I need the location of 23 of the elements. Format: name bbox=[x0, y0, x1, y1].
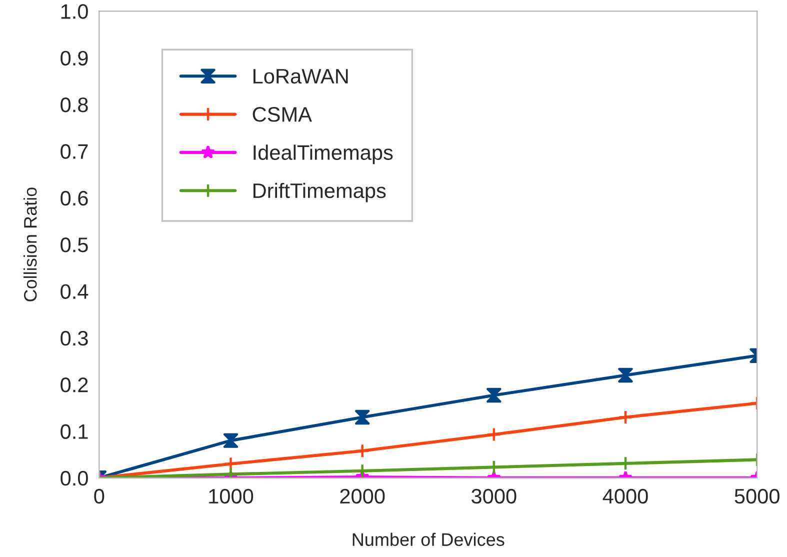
y-tick-label: 0.2 bbox=[60, 378, 88, 392]
x-tick-label: 4000 bbox=[602, 488, 648, 504]
x-tick-label: 1000 bbox=[209, 488, 254, 504]
y-axis-title: Collision Ratio bbox=[24, 188, 37, 302]
x-tick-label: 3000 bbox=[472, 488, 516, 504]
y-tick-label: 0.6 bbox=[60, 190, 88, 206]
y-tick-label: 0.1 bbox=[60, 424, 88, 439]
legend-label: DriftTimemaps bbox=[254, 182, 386, 202]
y-tick-label: 0.0 bbox=[60, 470, 88, 486]
x-tick-label: 0 bbox=[94, 488, 104, 504]
legend-label: IdealTimemaps bbox=[254, 144, 393, 164]
x-axis-title: Number of Devices bbox=[352, 532, 504, 546]
y-tick-label: 0.4 bbox=[60, 284, 88, 299]
y-tick-label: 0.3 bbox=[60, 330, 88, 346]
y-tick-label: 0.8 bbox=[60, 97, 88, 112]
y-tick-label: 1.0 bbox=[61, 4, 88, 19]
legend-label: CSMA bbox=[252, 107, 312, 122]
y-tick-label: 0.9 bbox=[60, 50, 88, 66]
y-tick-label: 0.5 bbox=[60, 238, 88, 252]
legend-label: LoRaWAN bbox=[254, 69, 348, 84]
y-tick-label: 0.7 bbox=[60, 144, 88, 159]
x-tick-label: 2000 bbox=[340, 488, 385, 504]
x-tick-label: 5000 bbox=[734, 488, 780, 504]
